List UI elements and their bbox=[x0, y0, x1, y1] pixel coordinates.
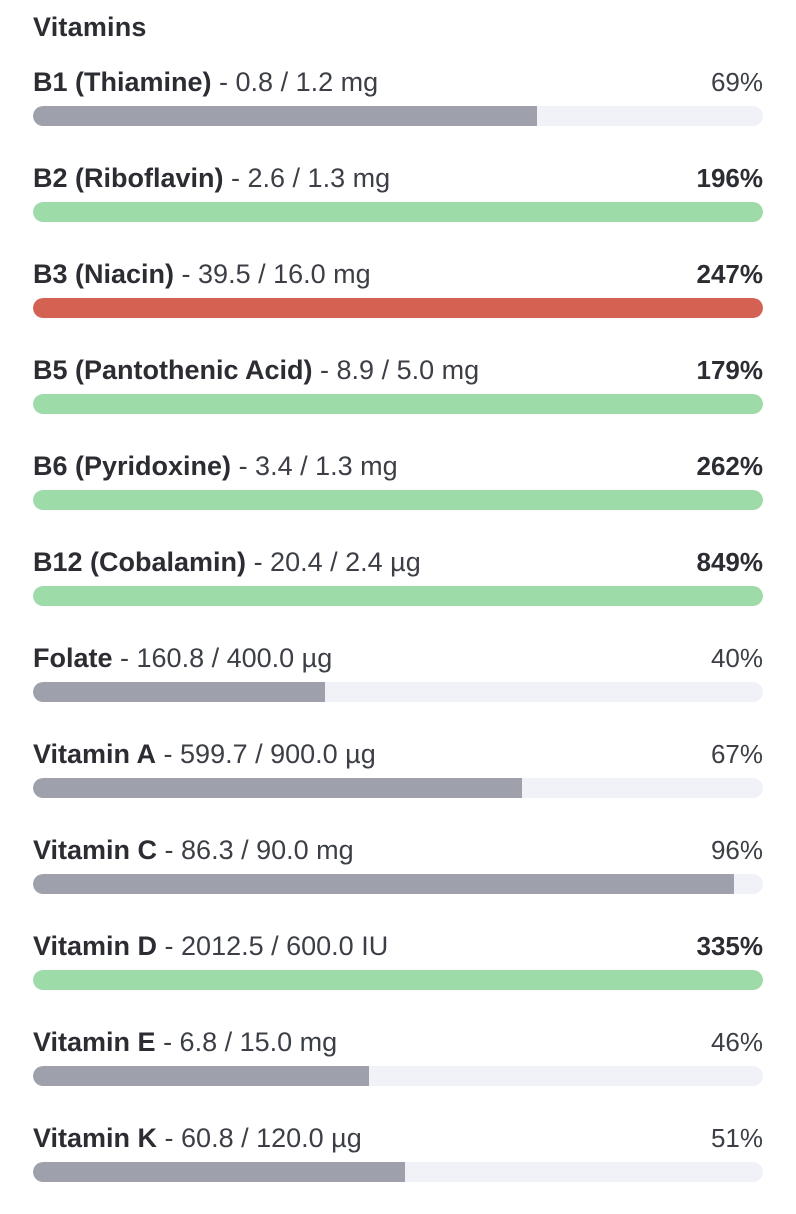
nutrient-label-line: B12 (Cobalamin) - 20.4 / 2.4 µg 849% bbox=[33, 542, 763, 582]
nutrient-amount: - 86.3 / 90.0 mg bbox=[164, 835, 354, 865]
progress-fill bbox=[33, 202, 763, 222]
nutrient-percent: 247% bbox=[696, 259, 764, 289]
progress-fill bbox=[33, 586, 763, 606]
nutrient-percent: 262% bbox=[696, 451, 764, 481]
nutrient-name: B12 (Cobalamin) bbox=[33, 547, 247, 577]
nutrient-amount: - 6.8 / 15.0 mg bbox=[163, 1027, 338, 1057]
nutrient-amount: - 60.8 / 120.0 µg bbox=[164, 1123, 362, 1153]
nutrient-label-line: B6 (Pyridoxine) - 3.4 / 1.3 mg 262% bbox=[33, 446, 763, 486]
progress-track bbox=[33, 586, 763, 606]
nutrient-label-line: B5 (Pantothenic Acid) - 8.9 / 5.0 mg 179% bbox=[33, 350, 763, 390]
nutrient-percent: 51% bbox=[710, 1123, 763, 1153]
progress-fill bbox=[33, 682, 325, 702]
progress-track bbox=[33, 202, 763, 222]
nutrient-name: Folate bbox=[33, 643, 113, 673]
progress-fill bbox=[33, 778, 523, 798]
nutrient-percent: 849% bbox=[696, 547, 764, 577]
nutrient-percent: 196% bbox=[696, 163, 764, 193]
nutrient-percent: 46% bbox=[710, 1027, 763, 1057]
nutrient-row: B12 (Cobalamin) - 20.4 / 2.4 µg 849% bbox=[33, 542, 763, 638]
progress-fill bbox=[33, 394, 763, 414]
nutrient-name: B6 (Pyridoxine) bbox=[33, 451, 232, 481]
progress-fill bbox=[33, 1066, 369, 1086]
nutrient-label-line: Vitamin C - 86.3 / 90.0 mg 96% bbox=[33, 830, 763, 870]
progress-fill bbox=[33, 106, 537, 126]
nutrient-amount: - 2.6 / 1.3 mg bbox=[231, 163, 391, 193]
nutrient-name: Vitamin E bbox=[33, 1027, 156, 1057]
nutrient-percent: 335% bbox=[696, 931, 764, 961]
nutrient-row: B5 (Pantothenic Acid) - 8.9 / 5.0 mg 179% bbox=[33, 350, 763, 446]
nutrient-row: Vitamin E - 6.8 / 15.0 mg 46% bbox=[33, 1022, 763, 1118]
progress-fill bbox=[33, 874, 734, 894]
progress-track bbox=[33, 970, 763, 990]
nutrient-label-line: B3 (Niacin) - 39.5 / 16.0 mg 247% bbox=[33, 254, 763, 294]
nutrient-name: Vitamin A bbox=[33, 739, 157, 769]
nutrient-percent: 40% bbox=[710, 643, 763, 673]
nutrient-list: B1 (Thiamine) - 0.8 / 1.2 mg 69% B2 (Ribof… bbox=[33, 62, 763, 1214]
nutrient-name: B5 (Pantothenic Acid) bbox=[33, 355, 313, 385]
nutrient-amount: - 2012.5 / 600.0 IU bbox=[164, 931, 389, 961]
nutrient-name: B1 (Thiamine) bbox=[33, 67, 212, 97]
nutrient-amount: - 8.9 / 5.0 mg bbox=[320, 355, 480, 385]
progress-fill bbox=[33, 298, 763, 318]
nutrient-percent: 96% bbox=[710, 835, 763, 865]
nutrient-amount: - 3.4 / 1.3 mg bbox=[238, 451, 398, 481]
nutrient-row: Vitamin A - 599.7 / 900.0 µg 67% bbox=[33, 734, 763, 830]
nutrient-label-line: Vitamin E - 6.8 / 15.0 mg 46% bbox=[33, 1022, 763, 1062]
nutrient-row: Vitamin D - 2012.5 / 600.0 IU 335% bbox=[33, 926, 763, 1022]
nutrient-name: B3 (Niacin) bbox=[33, 259, 175, 289]
nutrient-label-line: Vitamin D - 2012.5 / 600.0 IU 335% bbox=[33, 926, 763, 966]
nutrient-name: Vitamin K bbox=[33, 1123, 158, 1153]
nutrient-row: B2 (Riboflavin) - 2.6 / 1.3 mg 196% bbox=[33, 158, 763, 254]
nutrient-amount: - 0.8 / 1.2 mg bbox=[219, 67, 379, 97]
nutrient-amount: - 20.4 / 2.4 µg bbox=[253, 547, 421, 577]
nutrient-label-line: B1 (Thiamine) - 0.8 / 1.2 mg 69% bbox=[33, 62, 763, 102]
nutrient-row: Vitamin C - 86.3 / 90.0 mg 96% bbox=[33, 830, 763, 926]
nutrient-row: B1 (Thiamine) - 0.8 / 1.2 mg 69% bbox=[33, 62, 763, 158]
section-title: Vitamins bbox=[33, 12, 147, 42]
progress-track bbox=[33, 1162, 763, 1182]
progress-fill bbox=[33, 970, 763, 990]
progress-track bbox=[33, 490, 763, 510]
nutrient-amount: - 599.7 / 900.0 µg bbox=[163, 739, 376, 769]
nutrient-row: Vitamin K - 60.8 / 120.0 µg 51% bbox=[33, 1118, 763, 1214]
progress-track bbox=[33, 682, 763, 702]
nutrient-label-line: Vitamin K - 60.8 / 120.0 µg 51% bbox=[33, 1118, 763, 1158]
nutrient-label-line: Vitamin A - 599.7 / 900.0 µg 67% bbox=[33, 734, 763, 774]
nutrient-row: B6 (Pyridoxine) - 3.4 / 1.3 mg 262% bbox=[33, 446, 763, 542]
nutrient-percent: 67% bbox=[710, 739, 763, 769]
progress-track bbox=[33, 1066, 763, 1086]
progress-track bbox=[33, 778, 763, 798]
nutrient-name: Vitamin D bbox=[33, 931, 158, 961]
nutrient-amount: - 39.5 / 16.0 mg bbox=[181, 259, 371, 289]
nutrient-label-line: Folate - 160.8 / 400.0 µg 40% bbox=[33, 638, 763, 678]
progress-track bbox=[33, 106, 763, 126]
nutrient-amount: - 160.8 / 400.0 µg bbox=[120, 643, 333, 673]
progress-track bbox=[33, 298, 763, 318]
progress-track bbox=[33, 874, 763, 894]
nutrient-percent: 179% bbox=[696, 355, 764, 385]
progress-fill bbox=[33, 490, 763, 510]
nutrient-percent: 69% bbox=[710, 67, 763, 97]
nutrient-row: B3 (Niacin) - 39.5 / 16.0 mg 247% bbox=[33, 254, 763, 350]
nutrient-label-line: B2 (Riboflavin) - 2.6 / 1.3 mg 196% bbox=[33, 158, 763, 198]
nutrient-name: B2 (Riboflavin) bbox=[33, 163, 224, 193]
progress-track bbox=[33, 394, 763, 414]
progress-fill bbox=[33, 1162, 406, 1182]
nutrient-row: Folate - 160.8 / 400.0 µg 40% bbox=[33, 638, 763, 734]
nutrient-name: Vitamin C bbox=[33, 835, 158, 865]
